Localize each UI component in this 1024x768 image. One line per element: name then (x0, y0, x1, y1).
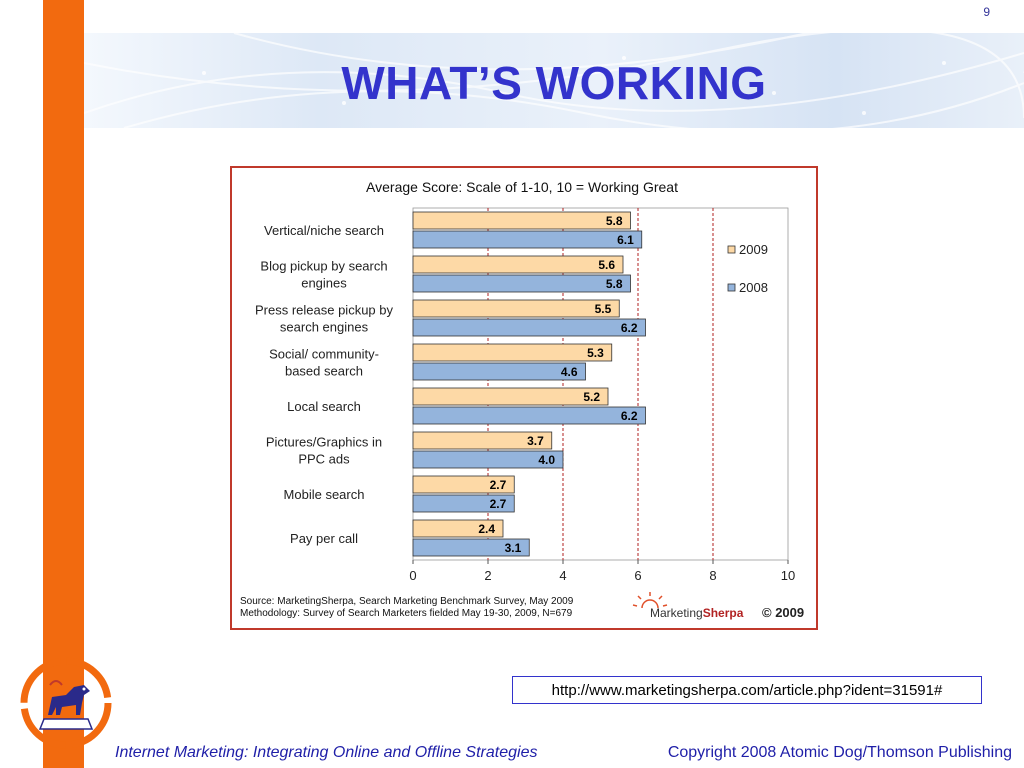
plot-area: 0 2 4 6 8 10 5.8 6.1 Vertical/niche search 5.6 5.8… (255, 207, 795, 583)
data-label-2009: 5.5 (595, 302, 612, 316)
bar-2009 (412, 431, 553, 450)
legend-label-2008: 2008 (739, 280, 768, 295)
source-note-line2: Methodology: Survey of Search Marketers … (240, 608, 573, 619)
header-decoration (84, 33, 1024, 128)
data-label-2008: 3.1 (505, 541, 522, 555)
legend-swatch-2009 (727, 245, 736, 254)
footer-book-title: Internet Marketing: Integrating Online a… (115, 744, 538, 761)
chart-legend: 2009 2008 (727, 242, 768, 295)
x-tick-label: 8 (709, 568, 716, 583)
bar-2009 (412, 387, 609, 406)
data-label-2009: 2.4 (478, 522, 495, 536)
bar-2009 (412, 211, 631, 230)
marketingsherpa-sun-icon (632, 592, 668, 609)
bar-2009 (412, 255, 624, 274)
bar-chart: Average Score: Scale of 1-10, 10 = Worki… (240, 179, 804, 620)
category-label: Mobile search (284, 487, 365, 502)
category-label: Blog pickup by search (260, 259, 387, 274)
bar-2009 (412, 475, 515, 494)
x-tick-label: 4 (559, 568, 566, 583)
category-label: PPC ads (298, 452, 350, 467)
category-label: based search (285, 364, 363, 379)
bar-2009 (412, 343, 613, 362)
data-label-2008: 4.0 (538, 453, 555, 467)
slide-title: WHAT’S WORKING (341, 57, 767, 109)
source-url-link[interactable]: http://www.marketingsherpa.com/article.p… (512, 676, 982, 704)
bar-2008 (412, 230, 643, 249)
bar-2009 (412, 519, 504, 538)
source-note-line1: Source: MarketingSherpa, Search Marketin… (240, 596, 574, 607)
data-label-2009: 5.8 (606, 214, 623, 228)
category-label: search engines (280, 320, 369, 335)
category-label: Pay per call (290, 531, 358, 546)
data-label-2009: 3.7 (527, 434, 544, 448)
category-label: engines (301, 276, 347, 291)
bar-2008 (412, 318, 646, 337)
data-label-2009: 2.7 (490, 478, 507, 492)
bar-2008 (412, 450, 564, 469)
data-label-2008: 6.2 (621, 321, 638, 335)
legend-swatch-2008 (727, 283, 736, 292)
bar-2008 (412, 274, 631, 293)
data-label-2008: 6.1 (617, 233, 634, 247)
category-label: Social/ community- (269, 347, 379, 362)
chart-frame: Average Score: Scale of 1-10, 10 = Worki… (230, 166, 818, 630)
category-label: Local search (287, 399, 361, 414)
bar-2008 (412, 494, 515, 513)
bar-2008 (412, 538, 530, 557)
bar-2008 (412, 362, 586, 381)
data-label-2008: 4.6 (561, 365, 578, 379)
header-banner (84, 33, 1024, 128)
chart-copyright: © 2009 (762, 605, 804, 620)
x-tick-label: 2 (484, 568, 491, 583)
svg-text:MarketingSherpa: MarketingSherpa (650, 606, 744, 620)
accent-sidebar-bar (43, 0, 84, 768)
chart-title: Average Score: Scale of 1-10, 10 = Worki… (366, 179, 678, 195)
legend-label-2009: 2009 (739, 242, 768, 257)
page-number: 9 (983, 5, 990, 19)
category-label: Pictures/Graphics in (266, 435, 382, 450)
marketingsherpa-logo: MarketingSherpa © 2009 (632, 592, 804, 620)
category-label: Vertical/niche search (264, 223, 384, 238)
footer-copyright: Copyright 2008 Atomic Dog/Thomson Publis… (667, 744, 1012, 761)
bar-2008 (412, 406, 646, 425)
plot-border (412, 207, 789, 561)
data-label-2008: 5.8 (606, 277, 623, 291)
brand-marketing: Marketing (650, 606, 703, 620)
bar-2009 (412, 299, 620, 318)
atomic-dog-logo-icon (20, 657, 112, 749)
data-label-2008: 2.7 (490, 497, 507, 511)
x-tick-label: 10 (781, 568, 795, 583)
x-tick-label: 6 (634, 568, 641, 583)
category-label: Press release pickup by (255, 303, 394, 318)
brand-sherpa: Sherpa (703, 606, 744, 620)
data-label-2008: 6.2 (621, 409, 638, 423)
data-label-2009: 5.3 (587, 346, 604, 360)
x-tick-label: 0 (409, 568, 416, 583)
data-label-2009: 5.2 (583, 390, 600, 404)
data-label-2009: 5.6 (598, 258, 615, 272)
